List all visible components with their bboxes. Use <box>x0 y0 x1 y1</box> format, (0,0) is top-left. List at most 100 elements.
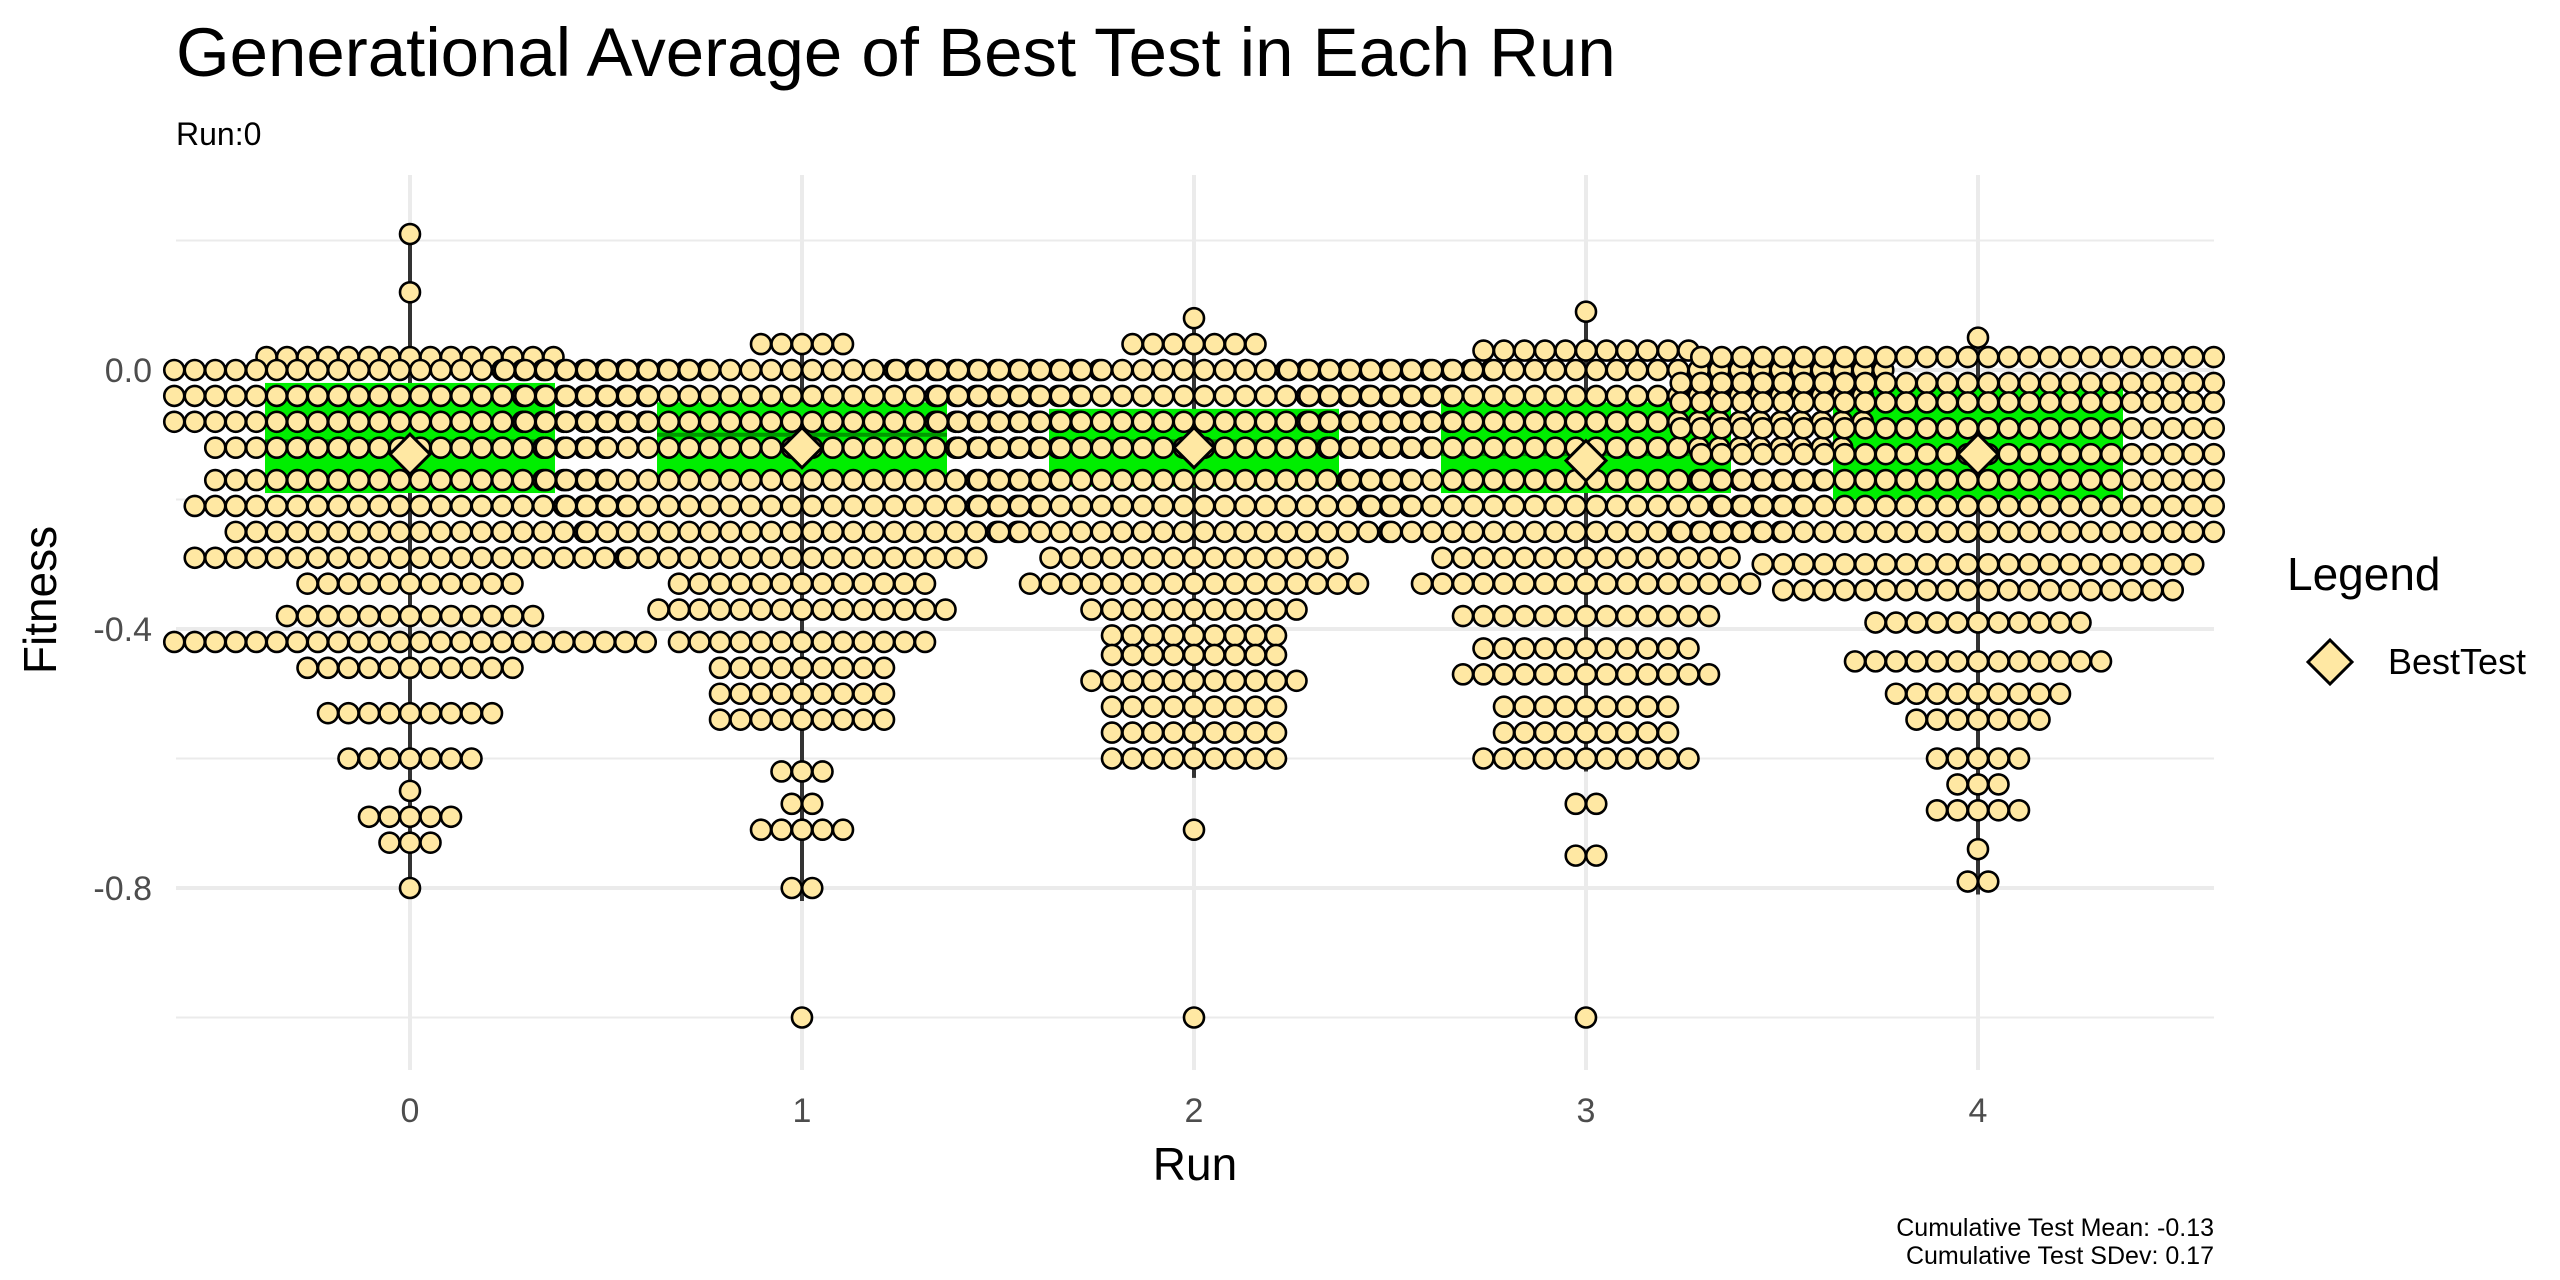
dot-point <box>1677 663 1700 686</box>
dot-point <box>1090 520 1114 544</box>
dot-point <box>1894 578 1918 602</box>
dot-point <box>493 358 517 382</box>
dot-point <box>1833 391 1857 414</box>
dot-point <box>1595 339 1618 362</box>
dot-point <box>1379 358 1403 382</box>
dot-point <box>439 572 463 595</box>
dot-point <box>1976 520 2000 544</box>
dot-point <box>770 682 793 706</box>
dot-point <box>1666 494 1690 518</box>
dot-point <box>1461 358 1485 382</box>
dot-point <box>1751 391 1775 414</box>
dot-point <box>2099 494 2123 518</box>
dot-point <box>1710 345 1734 369</box>
dot-point <box>595 384 619 408</box>
dot-point <box>306 494 330 518</box>
dot-point <box>285 520 309 544</box>
dot-point <box>398 656 422 680</box>
dot-point <box>1956 416 1980 440</box>
dot-point <box>2079 520 2103 544</box>
dot-point <box>2140 391 2164 414</box>
y-tick-label: -0.4 <box>93 611 152 649</box>
dot-point <box>2028 650 2051 673</box>
dot-point <box>1297 384 1321 408</box>
dot-point <box>636 468 660 492</box>
dot-point <box>821 494 845 518</box>
dot-point <box>718 410 742 434</box>
dot-point <box>1244 721 1267 744</box>
dot-point <box>1213 384 1237 408</box>
dot-point <box>852 708 875 731</box>
dot-point <box>1751 520 1775 544</box>
dot-point <box>1059 546 1083 570</box>
dot-point <box>1274 384 1298 408</box>
dot-point <box>677 546 701 570</box>
dot-point <box>636 384 660 408</box>
dot-point <box>367 520 391 544</box>
dot-point <box>698 384 722 408</box>
dot-point <box>1935 468 1959 492</box>
dot-point <box>1110 494 1134 518</box>
dot-point <box>1987 798 2010 822</box>
dot-point <box>306 410 330 434</box>
dot-point <box>183 630 207 654</box>
dot-point <box>1966 798 1990 822</box>
dot-point <box>480 656 504 680</box>
dot-point <box>1771 371 1795 395</box>
dot-point <box>2069 611 2092 634</box>
dot-point <box>1853 578 1877 602</box>
dot-point <box>1379 436 1403 460</box>
dot-point <box>1472 572 1495 595</box>
dot-point <box>946 358 970 382</box>
dot-point <box>987 384 1011 408</box>
dot-point <box>1513 546 1536 570</box>
dot-point <box>1935 578 1959 602</box>
dot-point <box>1420 436 1444 460</box>
dot-point <box>759 520 783 544</box>
dot-point <box>2038 345 2062 369</box>
dot-point <box>1843 650 1867 673</box>
dot-point <box>770 656 793 680</box>
dot-point <box>1305 546 1329 570</box>
dot-point <box>1833 578 1857 602</box>
dot-point <box>811 708 834 731</box>
dot-point <box>1792 520 1816 544</box>
dot-point <box>183 494 207 518</box>
dot-point <box>1894 345 1918 369</box>
dot-point <box>1379 468 1403 492</box>
dot-point <box>718 358 742 382</box>
dot-point <box>534 410 558 434</box>
dot-point <box>1595 604 1618 628</box>
dot-point <box>831 598 855 621</box>
dot-point <box>852 572 875 595</box>
dot-point <box>729 656 752 680</box>
dot-point <box>1894 494 1918 518</box>
dot-point <box>1482 410 1506 434</box>
dot-point <box>1151 358 1175 382</box>
dot-point <box>285 494 309 518</box>
dot-point <box>285 358 309 382</box>
dot-point <box>378 572 401 595</box>
dot-point <box>739 546 763 570</box>
dot-point <box>1646 520 1670 544</box>
dot-point <box>1513 695 1536 719</box>
dot-point <box>967 384 991 408</box>
dot-point <box>2038 552 2062 576</box>
dot-point <box>1080 669 1103 693</box>
dot-point <box>1379 520 1403 544</box>
dot-point <box>1472 747 1495 770</box>
dot-point <box>616 468 640 492</box>
dot-point <box>1162 572 1185 595</box>
dot-point <box>2038 416 2062 440</box>
dot-point <box>1295 468 1319 492</box>
dot-point <box>1584 520 1608 544</box>
dot-point <box>616 358 640 382</box>
dot-point <box>2181 371 2205 395</box>
dot-point <box>1254 436 1278 460</box>
dot-point <box>1574 663 1598 686</box>
dot-point <box>657 520 681 544</box>
dot-point <box>1605 410 1629 434</box>
dot-point <box>1615 572 1639 595</box>
dot-point <box>203 410 227 434</box>
